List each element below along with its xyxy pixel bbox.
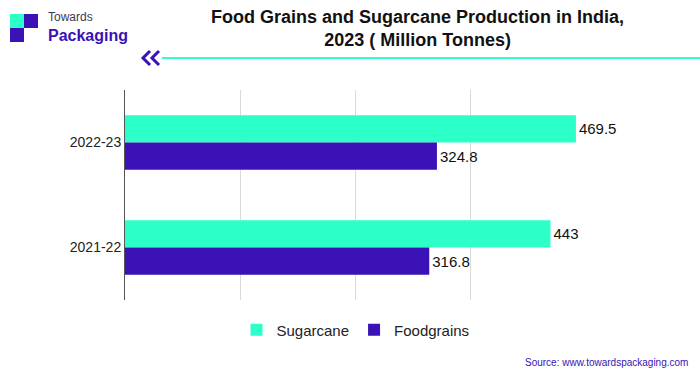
svg-text:316.8: 316.8 [432, 253, 470, 270]
svg-text:Foodgrains: Foodgrains [394, 322, 469, 339]
svg-text:469.5: 469.5 [579, 120, 617, 137]
svg-text:2021-22: 2021-22 [70, 239, 122, 255]
svg-text:324.8: 324.8 [440, 148, 478, 165]
svg-text:2022-23: 2022-23 [70, 134, 122, 150]
svg-text:Sugarcane: Sugarcane [277, 322, 350, 339]
svg-text:Food Grains and Sugarcane Prod: Food Grains and Sugarcane Production in … [211, 7, 624, 50]
svg-text:Towards: Towards [48, 10, 93, 24]
svg-text:443: 443 [553, 225, 578, 242]
svg-text:Source: www.towardspackaging.c: Source: www.towardspackaging.com [525, 357, 688, 368]
svg-text:Packaging: Packaging [48, 27, 128, 44]
